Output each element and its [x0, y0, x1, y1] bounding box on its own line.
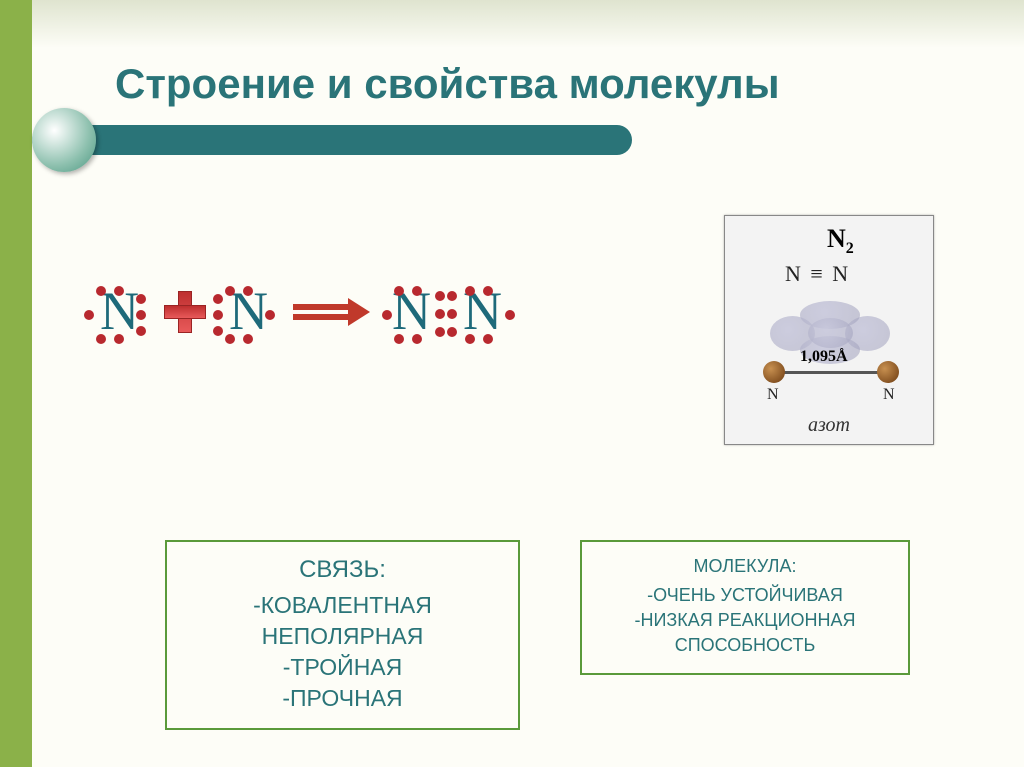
bond-atom-right: [877, 361, 899, 383]
inset-molecular-formula: N2: [827, 224, 854, 258]
product-atom-right: N: [459, 280, 506, 342]
reaction-row: N N N N: [90, 280, 506, 342]
shared-electron-pairs: [435, 281, 459, 341]
molecule-inset-panel: N2 N ≡ N 1,095Å N N азот: [724, 215, 934, 445]
box-title: МОЛЕКУЛА:: [602, 556, 888, 577]
box-line: -ОЧЕНЬ УСТОЙЧИВАЯ: [602, 583, 888, 608]
bond-length-label: 1,095Å: [800, 348, 848, 366]
box-line: -ПРОЧНАЯ: [187, 683, 498, 714]
page-title: Строение и свойства молекулы: [115, 60, 780, 108]
header-orb-icon: [32, 108, 96, 172]
reaction-arrow-icon: [293, 296, 373, 326]
top-gradient: [32, 0, 1024, 48]
product-molecule: N N: [388, 280, 506, 342]
inset-structural-formula: N ≡ N: [785, 261, 850, 287]
box-line: -ТРОЙНАЯ: [187, 652, 498, 683]
box-line: -КОВАЛЕНТНАЯ НЕПОЛЯРНАЯ: [187, 590, 498, 652]
bond-line: [773, 371, 888, 374]
plus-icon: [164, 291, 204, 331]
inset-atom-label-left: N: [767, 386, 779, 404]
bond-properties-box: СВЯЗЬ: -КОВАЛЕНТНАЯ НЕПОЛЯРНАЯ -ТРОЙНАЯ …: [165, 540, 520, 730]
inset-caption: азот: [725, 414, 933, 437]
reactant-atom-2: N: [219, 280, 278, 342]
reactant-atom-1: N: [90, 280, 149, 342]
box-title: СВЯЗЬ:: [187, 556, 498, 584]
molecule-properties-box: МОЛЕКУЛА: -ОЧЕНЬ УСТОЙЧИВАЯ -НИЗКАЯ РЕАК…: [580, 540, 910, 675]
left-accent-bar: [0, 0, 32, 767]
box-line: -НИЗКАЯ РЕАКЦИОННАЯ СПОСОБНОСТЬ: [602, 608, 888, 658]
inset-atom-label-right: N: [883, 386, 895, 404]
header-bar: [32, 125, 632, 155]
bond-atom-left: [763, 361, 785, 383]
product-atom-left: N: [388, 280, 435, 342]
